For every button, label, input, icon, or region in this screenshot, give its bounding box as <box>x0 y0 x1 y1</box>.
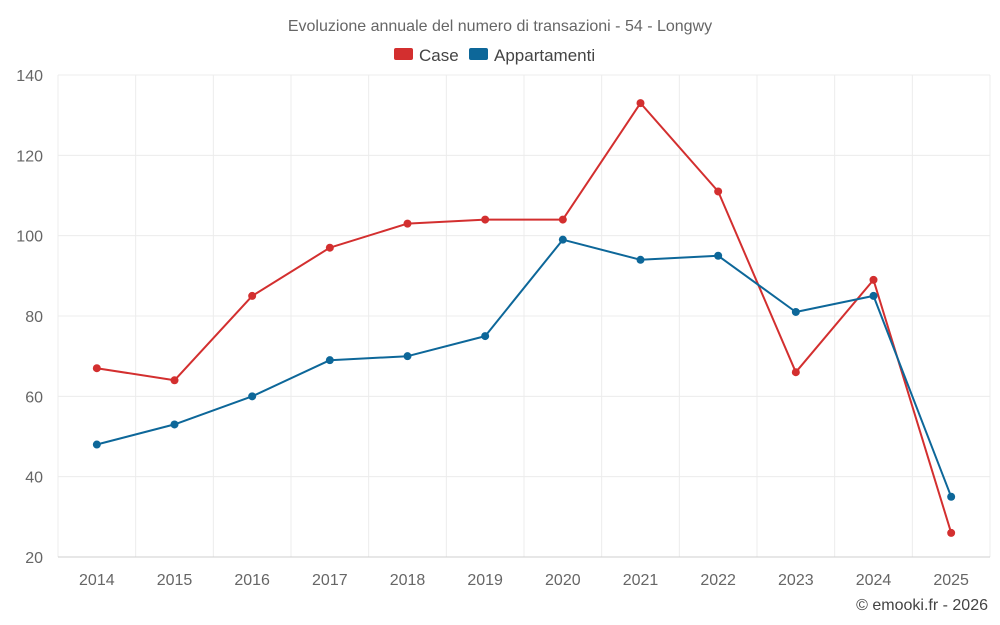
series-case <box>92 99 956 537</box>
data-point[interactable] <box>248 392 257 401</box>
data-point[interactable] <box>558 235 567 244</box>
data-point[interactable] <box>714 251 723 260</box>
data-point[interactable] <box>791 307 800 316</box>
series-line <box>96 102 953 534</box>
y-tick-label: 100 <box>16 229 43 246</box>
data-point[interactable] <box>947 528 956 537</box>
legend-swatch <box>469 48 488 60</box>
x-axis: 2014 2015 2016 2017 2018 2019 2020 2021 2022 2023… <box>79 572 969 589</box>
y-tick-label: 140 <box>16 68 43 85</box>
x-tick-label: 2017 <box>312 572 348 589</box>
series-line <box>96 238 953 498</box>
x-tick-label: 2018 <box>390 572 426 589</box>
data-point[interactable] <box>248 291 257 300</box>
data-point[interactable] <box>869 291 878 300</box>
legend-label[interactable]: Case <box>419 46 459 65</box>
legend: Case Appartamenti <box>394 46 595 65</box>
data-point[interactable] <box>403 219 412 228</box>
data-point[interactable] <box>403 352 412 361</box>
y-tick-label: 40 <box>25 470 43 487</box>
data-point[interactable] <box>170 376 179 385</box>
data-point[interactable] <box>947 492 956 501</box>
x-tick-label: 2023 <box>778 572 814 589</box>
y-tick-label: 60 <box>25 389 43 406</box>
y-tick-label: 80 <box>25 309 43 326</box>
chart-title: Evoluzione annuale del numero di transaz… <box>288 18 712 35</box>
data-point[interactable] <box>325 243 334 252</box>
data-point[interactable] <box>325 356 334 365</box>
x-tick-label: 2016 <box>234 572 270 589</box>
legend-label[interactable]: Appartamenti <box>494 46 595 65</box>
y-axis: 20 40 60 80 100 120 140 <box>16 68 43 567</box>
x-tick-label: 2014 <box>79 572 115 589</box>
data-point[interactable] <box>481 332 490 341</box>
data-point[interactable] <box>92 364 101 373</box>
x-tick-label: 2024 <box>856 572 892 589</box>
x-tick-label: 2021 <box>623 572 659 589</box>
data-point[interactable] <box>869 275 878 284</box>
x-tick-label: 2015 <box>157 572 193 589</box>
x-tick-label: 2020 <box>545 572 581 589</box>
data-point[interactable] <box>791 368 800 377</box>
grid <box>57 74 991 558</box>
x-tick-label: 2025 <box>933 572 969 589</box>
series-layer <box>92 99 956 537</box>
credit-text: © emooki.fr - 2026 <box>856 597 988 614</box>
data-point[interactable] <box>714 187 723 196</box>
legend-swatch <box>394 48 413 60</box>
y-tick-label: 20 <box>25 550 43 567</box>
data-point[interactable] <box>170 420 179 429</box>
data-point[interactable] <box>92 440 101 449</box>
y-tick-label: 120 <box>16 148 43 165</box>
data-point[interactable] <box>558 215 567 224</box>
x-tick-label: 2019 <box>467 572 503 589</box>
data-point[interactable] <box>636 99 645 108</box>
data-point[interactable] <box>481 215 490 224</box>
series-appartamenti <box>92 235 956 501</box>
x-tick-label: 2022 <box>700 572 736 589</box>
data-point[interactable] <box>636 255 645 264</box>
